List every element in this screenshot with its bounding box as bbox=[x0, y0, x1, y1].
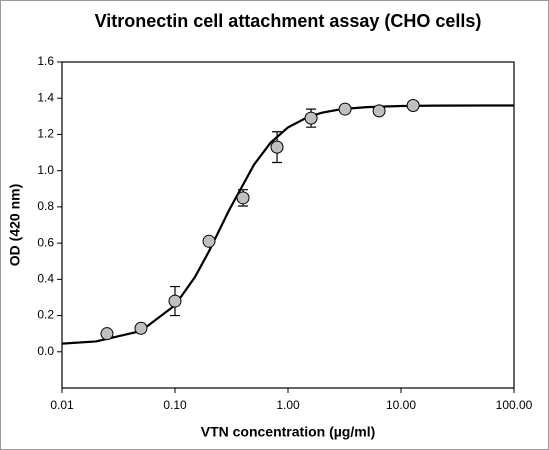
data-point bbox=[100, 327, 114, 341]
data-point bbox=[202, 234, 216, 248]
data-point bbox=[236, 191, 250, 205]
chart-title: Vitronectin cell attachment assay (CHO c… bbox=[95, 11, 482, 31]
y-axis-title: OD (420 nm) bbox=[7, 184, 23, 266]
x-tick-label: 10.00 bbox=[386, 398, 416, 412]
x-axis-title: VTN concentration (µg/ml) bbox=[201, 424, 376, 440]
x-tick-label: 100.00 bbox=[496, 398, 533, 412]
data-point bbox=[134, 321, 148, 335]
data-point bbox=[372, 104, 386, 118]
data-point bbox=[168, 294, 182, 308]
data-point bbox=[406, 98, 420, 112]
y-tick-label: 1.6 bbox=[37, 54, 54, 68]
x-tick-label: 1.00 bbox=[276, 398, 300, 412]
y-tick-label: 1.4 bbox=[37, 90, 54, 104]
data-point bbox=[304, 111, 318, 125]
y-tick-label: 1.2 bbox=[37, 127, 54, 141]
y-tick-label: 1.0 bbox=[37, 163, 54, 177]
data-point bbox=[338, 102, 352, 116]
x-tick-label: 0.10 bbox=[163, 398, 187, 412]
x-tick-label: 0.01 bbox=[50, 398, 74, 412]
y-tick-label: 0.8 bbox=[37, 199, 54, 213]
y-tick-label: 0.4 bbox=[37, 272, 54, 286]
data-point bbox=[270, 140, 284, 154]
y-tick-label: 0.6 bbox=[37, 235, 54, 249]
y-tick-label: 0.0 bbox=[37, 344, 54, 358]
y-tick-label: 0.2 bbox=[37, 308, 54, 322]
